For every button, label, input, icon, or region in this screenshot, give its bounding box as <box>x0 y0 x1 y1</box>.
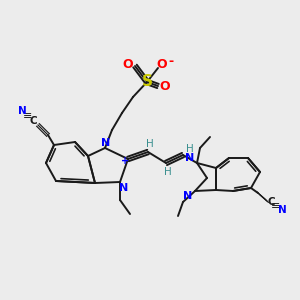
Text: H: H <box>186 144 194 154</box>
Text: N: N <box>278 205 286 215</box>
Text: -: - <box>168 55 174 68</box>
Text: O: O <box>160 80 170 94</box>
Text: N: N <box>119 183 129 193</box>
Text: C: C <box>29 116 37 126</box>
Text: ≡: ≡ <box>23 111 33 121</box>
Text: H: H <box>146 139 154 149</box>
Text: ≡: ≡ <box>271 201 281 211</box>
Text: N: N <box>18 106 26 116</box>
Text: O: O <box>157 58 167 70</box>
Text: C: C <box>267 197 275 207</box>
Text: N: N <box>183 191 193 201</box>
Text: N: N <box>185 153 195 163</box>
Text: +: + <box>121 156 129 166</box>
Text: O: O <box>123 58 133 71</box>
Text: S: S <box>142 74 152 89</box>
Text: N: N <box>101 138 111 148</box>
Text: H: H <box>164 167 172 177</box>
